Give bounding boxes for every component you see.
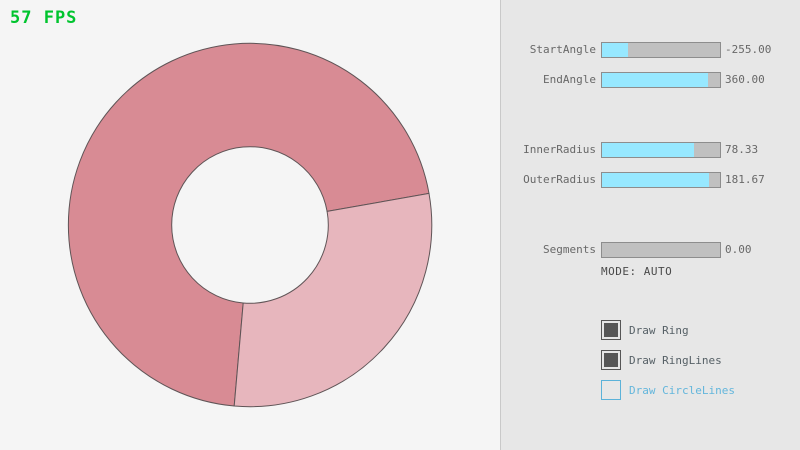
inner-radius-slider-fill [602,143,695,157]
fps-counter: 57 FPS [10,8,78,28]
draw-circlelines-checkbox[interactable] [601,380,621,400]
draw-circlelines-checkmark [604,383,618,397]
draw-ringlines-checkmark [604,353,618,367]
ring-overlap-segment [233,192,433,408]
draw-ringlines-checkbox-label: Draw RingLines [629,354,722,367]
start-angle-value: -255.00 [725,43,772,56]
inner-radius-label: InnerRadius [523,143,596,156]
draw-ringlines-checkbox[interactable] [601,350,621,370]
control-panel: StartAngle -255.00 EndAngle 360.00 Inner… [500,0,800,450]
draw-ring-checkmark [604,323,618,337]
segments-mode-text: MODE: AUTO [601,265,673,278]
segments-value: 0.00 [725,243,752,256]
outer-radius-value: 181.67 [725,173,765,186]
outer-radius-label: OuterRadius [523,173,596,186]
inner-radius-value: 78.33 [725,143,759,156]
outer-radius-slider-fill [602,173,710,187]
end-angle-label: EndAngle [543,73,596,86]
ring-chart [67,42,433,408]
start-angle-label: StartAngle [529,43,596,56]
segments-slider[interactable] [601,242,721,258]
draw-circlelines-checkbox-label: Draw CircleLines [629,384,735,397]
end-angle-value: 360.00 [725,73,765,86]
draw-ring-checkbox[interactable] [601,320,621,340]
start-angle-slider-fill [602,43,628,57]
ring-main-segment [67,42,430,407]
end-angle-slider[interactable] [601,72,721,88]
draw-ring-checkbox-label: Draw Ring [629,324,689,337]
segments-label: Segments [543,243,596,256]
inner-radius-slider[interactable] [601,142,721,158]
outer-radius-slider[interactable] [601,172,721,188]
end-angle-slider-fill [602,73,709,87]
start-angle-slider[interactable] [601,42,721,58]
